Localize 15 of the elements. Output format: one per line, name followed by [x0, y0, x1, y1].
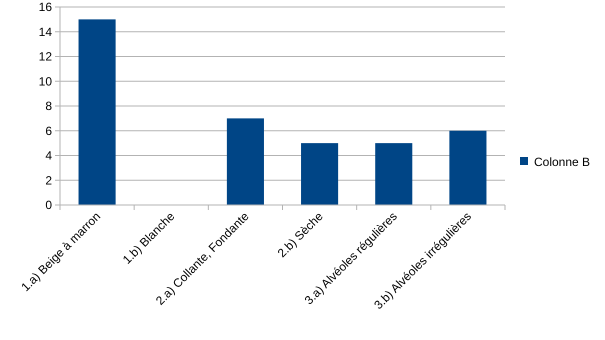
y-tick-label: 8 [45, 99, 52, 114]
y-tick-label: 10 [38, 74, 52, 88]
y-tick-label: 14 [38, 24, 52, 39]
bar [78, 19, 116, 205]
y-tick-label: 4 [45, 148, 52, 163]
bar [375, 143, 412, 205]
y-tick-label: 6 [45, 124, 52, 138]
legend-label: Colonne B [534, 155, 590, 170]
y-tick-label: 16 [38, 0, 52, 14]
y-tick-label: 2 [45, 173, 52, 188]
bar [449, 130, 486, 205]
bar [226, 118, 264, 205]
bar [301, 143, 338, 205]
y-tick-label: 12 [38, 50, 52, 64]
y-tick-label: 0 [45, 198, 52, 212]
